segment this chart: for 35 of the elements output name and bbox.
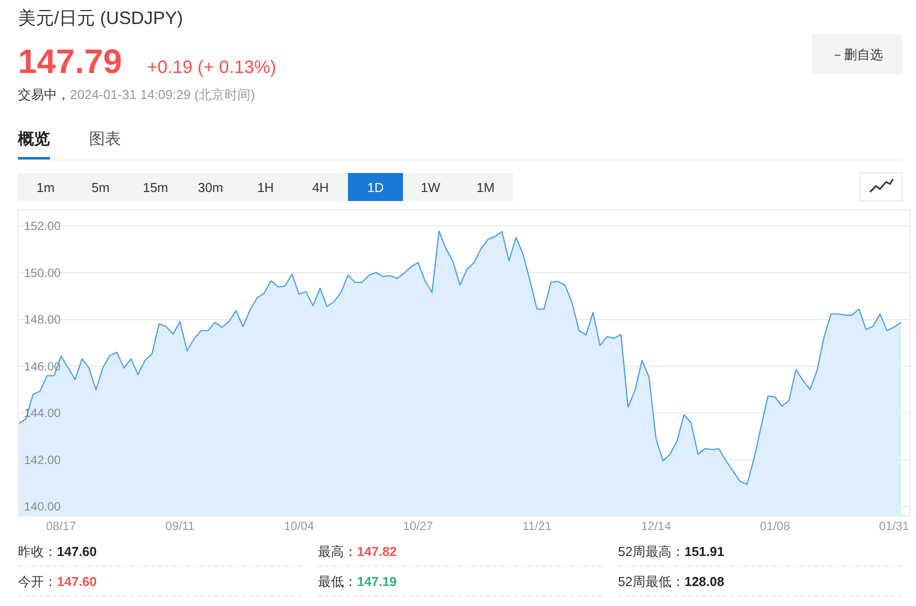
text: 30m: [198, 180, 224, 195]
text: 5m: [91, 180, 110, 195]
x-tick-label: 09/11: [165, 519, 195, 533]
x-tick-label: 08/17: [46, 519, 76, 533]
text: 1D: [367, 180, 384, 195]
x-tick-label: 11/21: [522, 519, 552, 533]
y-tick-label: 142.00: [24, 452, 62, 467]
y-tick-label: 150.00: [24, 266, 62, 280]
text: 交易中，2024-01-31 14:09:29 (北京时间): [18, 87, 255, 102]
text: 最高：147.82: [318, 544, 397, 559]
text: 4H: [312, 180, 329, 195]
text: 概览: [17, 130, 50, 148]
x-tick-label: 01/31: [878, 519, 910, 533]
text: 图表: [89, 130, 121, 148]
x-tick-label: 10/04: [284, 519, 314, 533]
y-tick-label: 140.00: [24, 500, 62, 514]
x-tick-label: 01/08: [760, 519, 790, 533]
text: 52周最高：151.91: [618, 544, 724, 559]
y-tick-label: 148.00: [24, 312, 62, 327]
text: 1W: [420, 180, 441, 195]
x-tick-label: 12/14: [640, 519, 672, 533]
text: 最低：147.19: [318, 574, 397, 589]
text: 昨收：147.60: [18, 544, 97, 559]
chart-title: 美元/日元 (USDJPY): [18, 8, 184, 28]
x-tick-label: 10/27: [402, 519, 434, 533]
text: 1H: [257, 180, 274, 195]
text: +0.19 (+ 0.13%): [147, 57, 276, 77]
text: 52周最低：128.08: [618, 574, 724, 589]
text: －删自选: [831, 47, 883, 62]
y-tick-label: 152.00: [24, 219, 62, 234]
text: 147.79: [18, 43, 122, 81]
text: 1M: [476, 180, 495, 195]
text: 15m: [142, 180, 168, 195]
text: 今开：147.60: [18, 574, 97, 589]
text: 1m: [36, 180, 55, 195]
